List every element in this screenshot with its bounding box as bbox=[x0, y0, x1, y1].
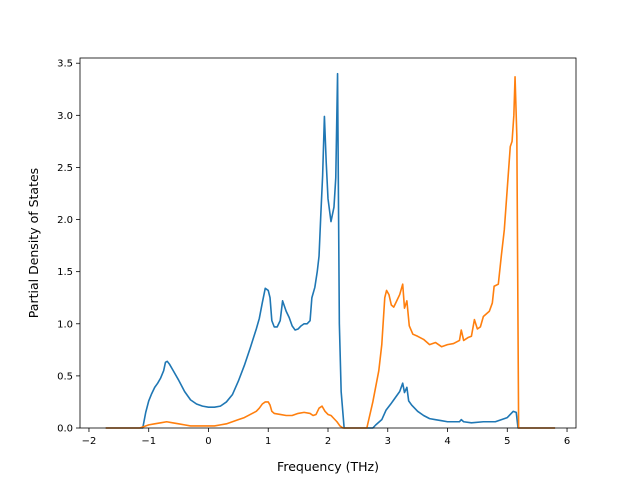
y-tick-label: 2.5 bbox=[57, 163, 73, 174]
x-axis-ticks: −2 −1 0 1 2 3 4 5 6 bbox=[82, 428, 570, 447]
x-tick-label: 1 bbox=[265, 436, 271, 447]
y-tick-label: 0.5 bbox=[57, 371, 73, 382]
x-tick-label: 6 bbox=[564, 436, 570, 447]
y-tick-label: 1.5 bbox=[57, 267, 73, 278]
x-tick-label: −1 bbox=[141, 436, 156, 447]
x-tick-label: −2 bbox=[82, 436, 97, 447]
y-axis-ticks: 0.0 0.5 1.0 1.5 2.0 2.5 3.0 3.5 bbox=[57, 59, 80, 435]
x-axis-label: Frequency (THz) bbox=[277, 459, 379, 474]
y-tick-label: 2.0 bbox=[57, 215, 73, 226]
y-tick-label: 3.0 bbox=[57, 111, 73, 122]
y-tick-label: 3.5 bbox=[57, 59, 73, 70]
y-tick-label: 0.0 bbox=[57, 424, 73, 435]
y-axis-label: Partial Density of States bbox=[26, 168, 41, 318]
x-tick-label: 0 bbox=[205, 436, 211, 447]
x-tick-label: 5 bbox=[504, 436, 510, 447]
series-line-1 bbox=[105, 72, 556, 429]
x-tick-label: 3 bbox=[385, 436, 391, 447]
y-tick-label: 1.0 bbox=[57, 319, 73, 330]
x-tick-label: 2 bbox=[325, 436, 331, 447]
x-tick-label: 4 bbox=[444, 436, 450, 447]
